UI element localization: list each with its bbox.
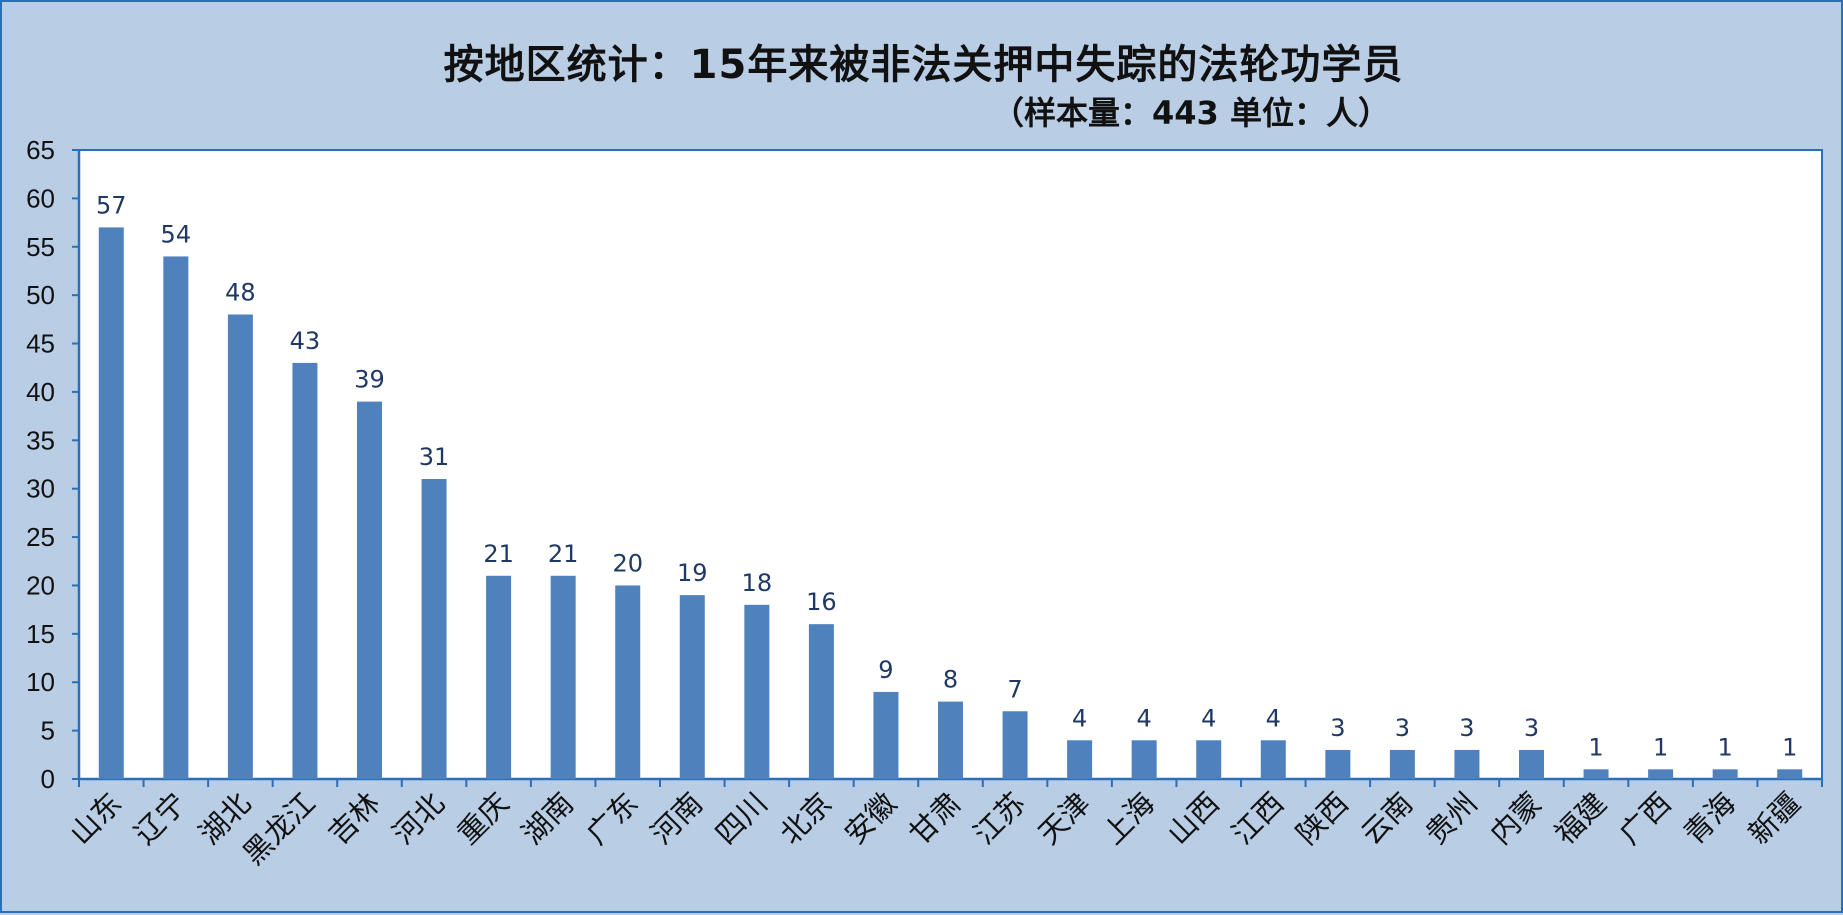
x-tick-label: 江西 bbox=[1225, 786, 1290, 851]
x-tick-label: 甘肃 bbox=[902, 786, 967, 851]
y-tick-label: 0 bbox=[41, 764, 55, 794]
x-tick-label: 贵州 bbox=[1419, 786, 1484, 851]
data-label: 8 bbox=[943, 666, 958, 694]
x-tick-label: 北京 bbox=[773, 786, 838, 851]
bar bbox=[421, 479, 447, 779]
data-label: 39 bbox=[354, 366, 385, 394]
data-label: 1 bbox=[1653, 733, 1668, 761]
bar bbox=[1131, 740, 1157, 779]
data-label: 3 bbox=[1524, 714, 1539, 742]
data-label: 54 bbox=[161, 220, 192, 248]
y-tick-label: 65 bbox=[26, 135, 55, 165]
x-tick-label: 江苏 bbox=[967, 786, 1032, 851]
y-tick-label: 15 bbox=[26, 619, 55, 649]
chart-title: 按地区统计：15年来被非法关押中失踪的法轮功学员 bbox=[443, 42, 1404, 88]
data-label: 1 bbox=[1588, 733, 1603, 761]
bar bbox=[1712, 769, 1738, 779]
bar bbox=[808, 624, 834, 779]
x-tick-label: 上海 bbox=[1096, 786, 1161, 851]
x-tick-label: 云南 bbox=[1354, 786, 1419, 851]
x-tick-label: 福建 bbox=[1548, 786, 1613, 851]
bar bbox=[292, 362, 318, 779]
data-label: 3 bbox=[1459, 714, 1474, 742]
bar bbox=[550, 575, 576, 779]
bar bbox=[1002, 711, 1028, 779]
bar bbox=[615, 585, 641, 779]
bar bbox=[744, 604, 770, 779]
data-label: 7 bbox=[1007, 675, 1022, 703]
x-tick-label: 山西 bbox=[1161, 786, 1226, 851]
bar bbox=[1583, 769, 1609, 779]
data-label: 16 bbox=[806, 588, 837, 616]
x-tick-label: 黑龙江 bbox=[236, 786, 322, 872]
bar bbox=[679, 595, 705, 779]
y-tick-label: 5 bbox=[41, 716, 55, 746]
y-tick-label: 40 bbox=[26, 377, 55, 407]
x-tick-label: 河南 bbox=[644, 786, 709, 851]
bar bbox=[1777, 769, 1803, 779]
x-tick-label: 山东 bbox=[63, 786, 128, 851]
data-label: 4 bbox=[1201, 704, 1216, 732]
data-label: 4 bbox=[1137, 704, 1152, 732]
x-tick-label: 辽宁 bbox=[128, 786, 193, 851]
bar bbox=[1067, 740, 1093, 779]
data-label: 18 bbox=[742, 569, 773, 597]
bar bbox=[1196, 740, 1222, 779]
bar bbox=[1648, 769, 1674, 779]
x-tick-label: 河北 bbox=[386, 786, 451, 851]
y-tick-label: 35 bbox=[26, 425, 55, 455]
x-tick-label: 广东 bbox=[580, 786, 645, 851]
data-label: 43 bbox=[290, 327, 321, 355]
data-label: 48 bbox=[225, 279, 256, 307]
bar bbox=[1519, 749, 1544, 779]
data-label: 4 bbox=[1072, 704, 1087, 732]
x-tick-label: 四川 bbox=[709, 786, 774, 851]
x-tick-label: 吉林 bbox=[321, 786, 386, 851]
data-label: 3 bbox=[1395, 714, 1410, 742]
bar bbox=[1260, 740, 1286, 779]
bar bbox=[98, 227, 124, 779]
x-tick-label: 青海 bbox=[1677, 786, 1742, 851]
data-label: 1 bbox=[1782, 733, 1797, 761]
data-label: 20 bbox=[612, 549, 643, 577]
data-label: 4 bbox=[1266, 704, 1281, 732]
x-tick-label: 内蒙 bbox=[1483, 786, 1548, 851]
bar bbox=[873, 691, 899, 779]
x-tick-label: 广西 bbox=[1612, 786, 1677, 851]
bar bbox=[1389, 749, 1415, 779]
bar bbox=[357, 401, 382, 779]
y-tick-label: 20 bbox=[26, 570, 55, 600]
y-tick-label: 50 bbox=[26, 280, 55, 310]
x-tick-label: 新疆 bbox=[1742, 786, 1807, 851]
data-label: 1 bbox=[1718, 733, 1733, 761]
chart-subtitle: （样本量：443 单位：人） bbox=[992, 94, 1390, 132]
bar bbox=[1454, 749, 1480, 779]
y-tick-label: 55 bbox=[26, 232, 55, 262]
x-tick-label: 重庆 bbox=[450, 786, 515, 851]
x-tick-label: 天津 bbox=[1031, 786, 1096, 851]
y-tick-label: 30 bbox=[26, 474, 55, 504]
x-tick-label: 陕西 bbox=[1290, 786, 1355, 851]
bar bbox=[486, 575, 512, 779]
data-label: 19 bbox=[677, 559, 708, 587]
data-label: 21 bbox=[483, 540, 514, 568]
x-tick-label: 湖南 bbox=[515, 786, 580, 851]
y-tick-label: 10 bbox=[26, 667, 55, 697]
y-tick-label: 25 bbox=[26, 522, 55, 552]
bar bbox=[938, 701, 963, 779]
bar bbox=[163, 256, 189, 779]
data-label: 31 bbox=[419, 443, 450, 471]
data-label: 57 bbox=[96, 191, 127, 219]
bar bbox=[1325, 749, 1351, 779]
x-tick-label: 安徽 bbox=[838, 786, 903, 851]
data-label: 3 bbox=[1330, 714, 1345, 742]
bar bbox=[227, 314, 253, 779]
data-label: 21 bbox=[548, 540, 579, 568]
data-label: 9 bbox=[878, 656, 893, 684]
y-tick-label: 45 bbox=[26, 329, 55, 359]
y-tick-label: 60 bbox=[26, 183, 55, 213]
